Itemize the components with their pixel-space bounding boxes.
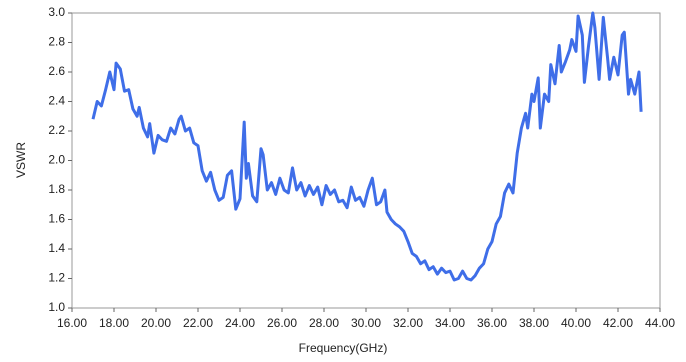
x-tick-label: 18.00 [99,316,129,330]
y-tick-label: 2.6 [48,64,65,78]
y-tick-label: 2.4 [48,94,65,108]
x-tick-label: 32.00 [393,316,423,330]
y-tick-label: 2.2 [48,123,65,137]
x-tick-label: 20.00 [141,316,171,330]
y-axis-label: VSWR [14,142,28,178]
y-tick-label: 2.0 [48,153,65,167]
x-tick-label: 44.00 [645,316,675,330]
x-tick-label: 26.00 [267,316,297,330]
y-tick-label: 3.0 [48,5,65,19]
x-axis-label: Frequency(GHz) [299,341,388,355]
y-tick-label: 1.8 [48,182,65,196]
data-line [91,11,643,282]
y-tick-label: 1.0 [48,300,65,314]
x-tick-label: 24.00 [225,316,255,330]
x-tick-label: 28.00 [309,316,339,330]
y-tick-label: 1.2 [48,271,65,285]
x-tick-label: 42.00 [603,316,633,330]
x-tick-label: 16.00 [57,316,87,330]
plot-area [71,12,661,309]
y-tick-label: 1.4 [48,241,65,255]
y-tick-label: 1.6 [48,212,65,226]
y-tick-label: 2.8 [48,35,65,49]
x-tick-label: 30.00 [351,316,381,330]
x-tick-label: 38.00 [519,316,549,330]
x-tick-label: 36.00 [477,316,507,330]
x-tick-label: 40.00 [561,316,591,330]
x-tick-label: 22.00 [183,316,213,330]
x-tick-label: 34.00 [435,316,465,330]
